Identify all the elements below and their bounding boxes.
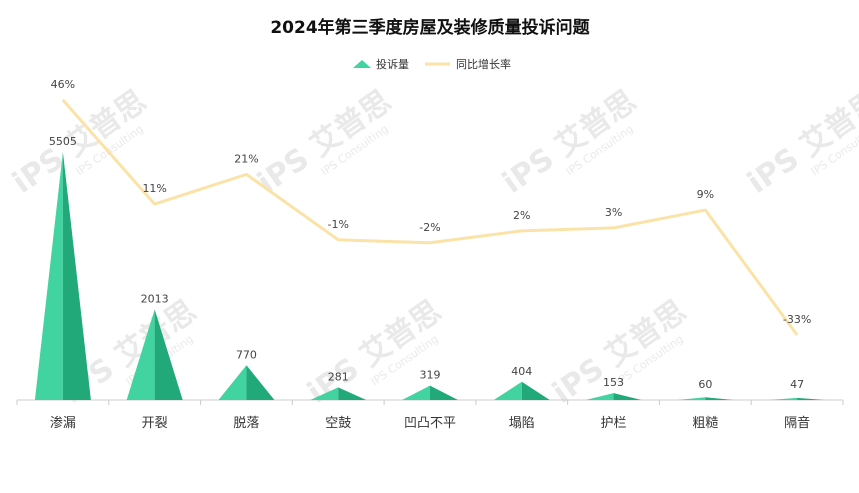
value-label: 47 bbox=[790, 378, 804, 391]
growth-rate-line bbox=[61, 99, 799, 336]
bar-护栏[interactable] bbox=[585, 393, 642, 400]
bar-face-left bbox=[218, 365, 247, 400]
chart-title: 2024年第三季度房屋及装修质量投诉问题 bbox=[270, 17, 590, 38]
bar-face-right bbox=[338, 387, 367, 400]
bar-开裂[interactable] bbox=[126, 309, 183, 400]
bar-series bbox=[34, 152, 826, 400]
bar-空鼓[interactable] bbox=[310, 387, 367, 400]
svg-text:iPS 艾普思: iPS 艾普思 bbox=[741, 84, 859, 201]
value-label: 60 bbox=[698, 378, 712, 391]
bar-face-right bbox=[154, 309, 183, 400]
bar-粗糙[interactable] bbox=[677, 397, 734, 400]
category-label: 凹凸不平 bbox=[404, 416, 456, 431]
bar-脱落[interactable] bbox=[218, 365, 275, 400]
bar-隔音[interactable] bbox=[769, 397, 826, 400]
bar-face-left bbox=[402, 385, 430, 400]
legend-label-growth: 同比增长率 bbox=[456, 57, 511, 71]
legend[interactable]: 投诉量 同比增长率 bbox=[353, 57, 511, 71]
category-label: 粗糙 bbox=[692, 416, 718, 431]
growth-rate-labels: 46% 11% 21% -1% -2% 2% 3% 9% -33% bbox=[51, 78, 812, 326]
bar-face-right bbox=[246, 365, 275, 400]
bar-face-left bbox=[310, 387, 339, 400]
bar-渗漏[interactable] bbox=[34, 152, 91, 400]
category-label: 渗漏 bbox=[50, 415, 76, 431]
bar-凹凸不平[interactable] bbox=[402, 385, 458, 400]
legend-swatch-complaints bbox=[353, 60, 371, 68]
category-label: 塌陷 bbox=[509, 416, 535, 431]
growth-label: -2% bbox=[419, 221, 440, 234]
category-label: 空鼓 bbox=[325, 416, 351, 431]
bar-face-right bbox=[613, 393, 642, 400]
legend-label-complaints: 投诉量 bbox=[376, 57, 409, 71]
growth-label: 2% bbox=[513, 209, 530, 222]
growth-label: 46% bbox=[51, 78, 75, 91]
category-label: 隔音 bbox=[784, 415, 810, 431]
bar-face-right bbox=[797, 397, 826, 400]
bar-face-right bbox=[705, 397, 734, 400]
bar-face-right bbox=[521, 381, 550, 400]
value-labels: 5505 2013 770 281 319 404 153 60 47 bbox=[49, 135, 804, 391]
value-label: 281 bbox=[328, 370, 349, 383]
growth-label: 9% bbox=[697, 188, 714, 201]
bar-face-left bbox=[126, 309, 155, 400]
category-label: 开裂 bbox=[142, 416, 168, 431]
growth-label: 3% bbox=[605, 206, 622, 219]
bar-塌陷[interactable] bbox=[493, 381, 550, 400]
category-label: 脱落 bbox=[233, 416, 259, 431]
category-labels: 渗漏 开裂 脱落 空鼓 凹凸不平 塌陷 护栏 粗糙 隔音 bbox=[50, 415, 810, 431]
bar-face-right bbox=[62, 152, 91, 400]
growth-label: -1% bbox=[328, 218, 349, 231]
bar-face-left bbox=[769, 397, 798, 400]
value-label: 153 bbox=[603, 376, 624, 389]
value-label: 5505 bbox=[49, 135, 77, 148]
growth-label: 11% bbox=[142, 182, 166, 195]
growth-label: 21% bbox=[234, 152, 258, 165]
growth-label: -33% bbox=[783, 313, 811, 326]
bar-face-left bbox=[585, 393, 614, 400]
x-axis-ticks bbox=[16, 400, 844, 405]
value-label: 404 bbox=[511, 365, 532, 378]
value-label: 770 bbox=[236, 348, 257, 361]
value-label: 2013 bbox=[141, 292, 169, 305]
bar-face-left bbox=[34, 152, 63, 400]
category-label: 护栏 bbox=[601, 416, 627, 431]
bar-face-left bbox=[493, 381, 522, 400]
bar-face-left bbox=[677, 397, 706, 400]
bar-face-right bbox=[430, 385, 458, 400]
value-label: 319 bbox=[420, 369, 441, 382]
